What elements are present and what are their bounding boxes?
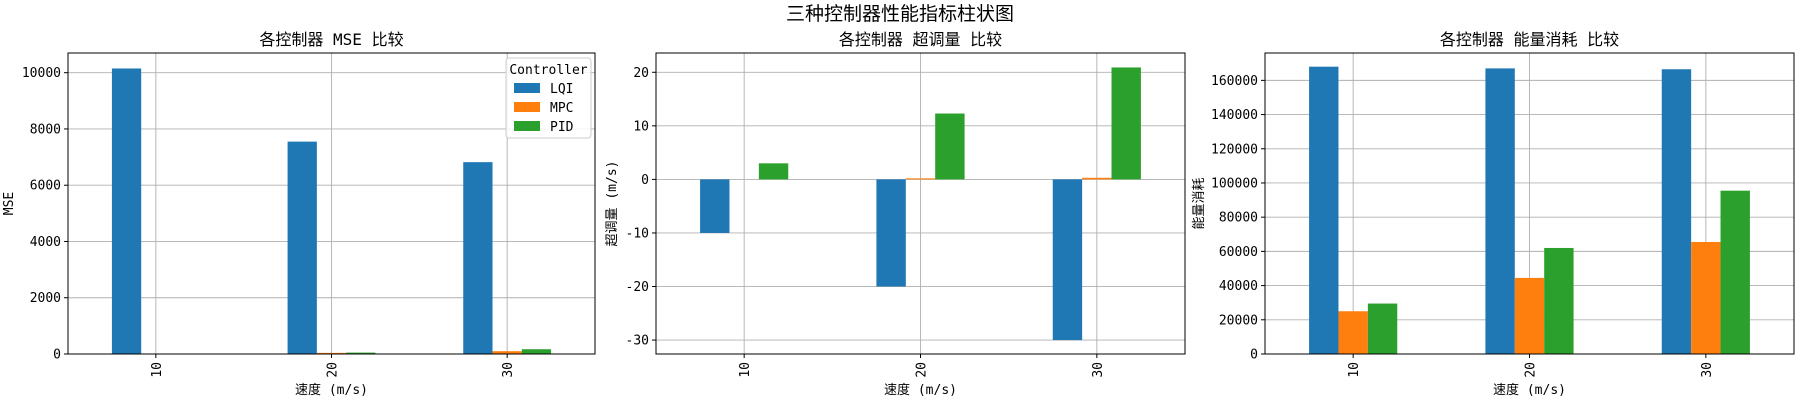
legend-title: Controller (509, 63, 587, 78)
subplot-title: 各控制器 能量消耗 比较 (1440, 30, 1619, 49)
legend: Controller LQI MPC PID (505, 57, 592, 139)
x-tick-label: 20 (915, 362, 930, 378)
legend-swatch-mpc (514, 102, 540, 112)
bar-pid (1544, 247, 1574, 354)
bar-mpc (905, 178, 936, 180)
bar-lqi (463, 162, 493, 354)
x-tick-label: 10 (1347, 362, 1362, 378)
bar-lqi (1309, 66, 1339, 354)
bar-mpc (492, 351, 522, 354)
figure-title: 三种控制器性能指标柱状图 (786, 3, 1014, 25)
y-tick-label: 120000 (1211, 142, 1258, 157)
y-tick-label: 2000 (30, 291, 61, 306)
bar-pid (1720, 190, 1750, 354)
x-axis-label: 速度 (m/s) (884, 382, 957, 398)
bar-lqi (287, 141, 317, 354)
y-axis-label: 超调量 (m/s) (605, 161, 620, 247)
y-tick-label: 6000 (30, 179, 61, 194)
y-tick-label: 10000 (22, 66, 61, 81)
y-tick-label: 100000 (1211, 176, 1258, 191)
y-tick-label: 20000 (1219, 313, 1258, 328)
legend-swatch-lqi (514, 83, 540, 93)
x-tick-label: 30 (501, 362, 516, 378)
bar-mpc (1691, 241, 1721, 354)
y-tick-label: -30 (626, 334, 649, 349)
y-tick-label: -10 (626, 226, 649, 241)
bar-lqi (1052, 179, 1083, 341)
bar-pid (758, 163, 789, 180)
subplot-1: 各控制器 MSE 比较 0 2000 4000 6000 8000 10000 10 20 30 速… (2, 30, 596, 398)
bar-lqi (876, 179, 906, 287)
bar-pid (1367, 303, 1398, 354)
y-tick-label: -20 (626, 280, 649, 295)
y-tick-label: 80000 (1219, 211, 1258, 226)
legend-label-pid: PID (550, 120, 574, 135)
bar-mpc (1338, 311, 1368, 354)
bar-pid (1111, 67, 1141, 180)
legend-label-lqi: LQI (550, 82, 573, 97)
y-tick-label: 40000 (1219, 279, 1258, 294)
x-tick-label: 10 (738, 362, 753, 378)
x-axis-label: 速度 (m/s) (1493, 382, 1566, 398)
y-tick-label: 4000 (30, 235, 61, 250)
bar-lqi (111, 68, 142, 355)
bar-lqi (700, 179, 730, 233)
x-axis-label: 速度 (m/s) (295, 382, 368, 398)
y-tick-label: 160000 (1211, 74, 1258, 89)
bar-mpc (1082, 177, 1112, 180)
y-tick-label: 140000 (1211, 108, 1258, 123)
x-tick-label: 10 (150, 362, 165, 378)
bar-pid (521, 349, 552, 354)
x-tick-label: 30 (1700, 362, 1715, 378)
subplot-title: 各控制器 MSE 比较 (259, 30, 403, 49)
legend-label-mpc: MPC (550, 101, 573, 116)
subplot-title: 各控制器 超调量 比较 (839, 30, 1002, 49)
y-tick-label: 20 (633, 66, 649, 81)
x-tick-label: 30 (1091, 362, 1106, 378)
x-tick-label: 20 (326, 362, 341, 378)
y-tick-label: 0 (1250, 348, 1258, 363)
y-axis-label: 能量消耗 (1192, 177, 1207, 229)
bar-mpc (1514, 277, 1545, 354)
bar-mpc (316, 352, 347, 354)
bar-lqi (1485, 68, 1515, 355)
y-tick-label: 0 (641, 173, 649, 188)
legend-swatch-pid (514, 121, 540, 131)
bar-pid (935, 113, 965, 180)
x-tick-label: 20 (1524, 362, 1539, 378)
y-tick-label: 60000 (1219, 245, 1258, 260)
legend-box (505, 57, 592, 139)
bar-lqi (1661, 69, 1692, 354)
y-tick-label: 0 (53, 348, 61, 363)
y-tick-label: 10 (633, 119, 649, 134)
y-axis-label: MSE (2, 192, 17, 215)
y-tick-label: 8000 (30, 122, 61, 137)
subplot-3: 各控制器 能量消耗 比较 0 20000 40000 60000 80000 100000 1… (1192, 30, 1795, 398)
subplot-2: 各控制器 超调量 比较 -30 -20 -10 0 10 20 10 20 30 速度 (m/s) 超… (605, 30, 1186, 398)
bar-pid (346, 352, 376, 354)
